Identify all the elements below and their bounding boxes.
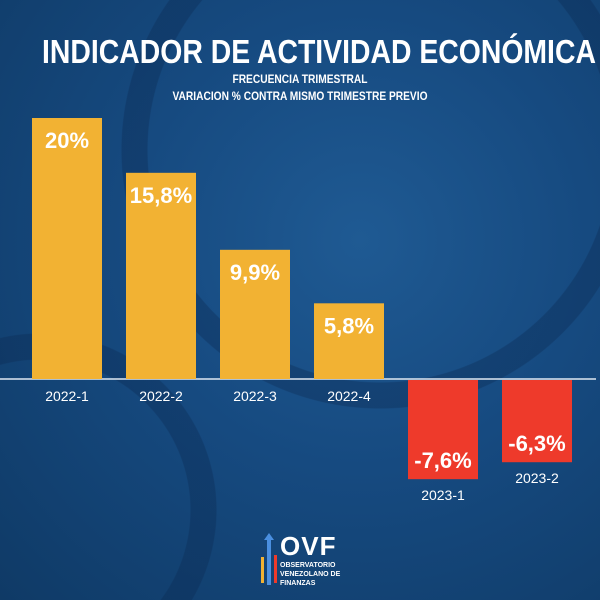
bar-2022-4 [314,303,384,379]
logo-line-1: OBSERVATORIO [280,562,336,569]
bar-2023-1 [408,380,478,480]
value-label: -6,3% [508,431,565,456]
bar-2022-1 [32,118,102,379]
chart-subtitle-variation: VARIACION % CONTRA MISMO TRIMESTRE PREVI… [172,89,428,103]
arrows-icon [261,533,277,585]
category-label: 2022-4 [327,388,371,404]
bar-2023-2 [502,380,572,463]
logo-acronym: OVF [280,531,337,561]
chart-title: INDICADOR DE ACTIVIDAD ECONÓMICA [42,33,596,70]
value-label: -7,6% [414,448,471,473]
category-label: 2022-1 [45,388,89,404]
value-label: 5,8% [324,313,374,338]
category-label: 2022-3 [233,388,277,404]
category-label: 2023-2 [515,470,559,486]
logo-line-2: VENEZOLANO DE [280,571,341,578]
value-label: 20% [45,128,89,153]
ovf-logo: OVF OBSERVATORIO VENEZOLANO DE FINANZAS [258,533,358,589]
chart-subtitle-frequency: FRECUENCIA TRIMESTRAL [232,72,368,86]
bar-2022-2 [126,172,196,379]
category-label: 2023-1 [421,487,465,503]
logo-line-3: FINANZAS [280,580,316,587]
bar-2022-3 [220,249,290,379]
value-label: 9,9% [230,260,280,285]
category-label: 2022-2 [139,388,183,404]
value-label: 15,8% [130,183,192,208]
